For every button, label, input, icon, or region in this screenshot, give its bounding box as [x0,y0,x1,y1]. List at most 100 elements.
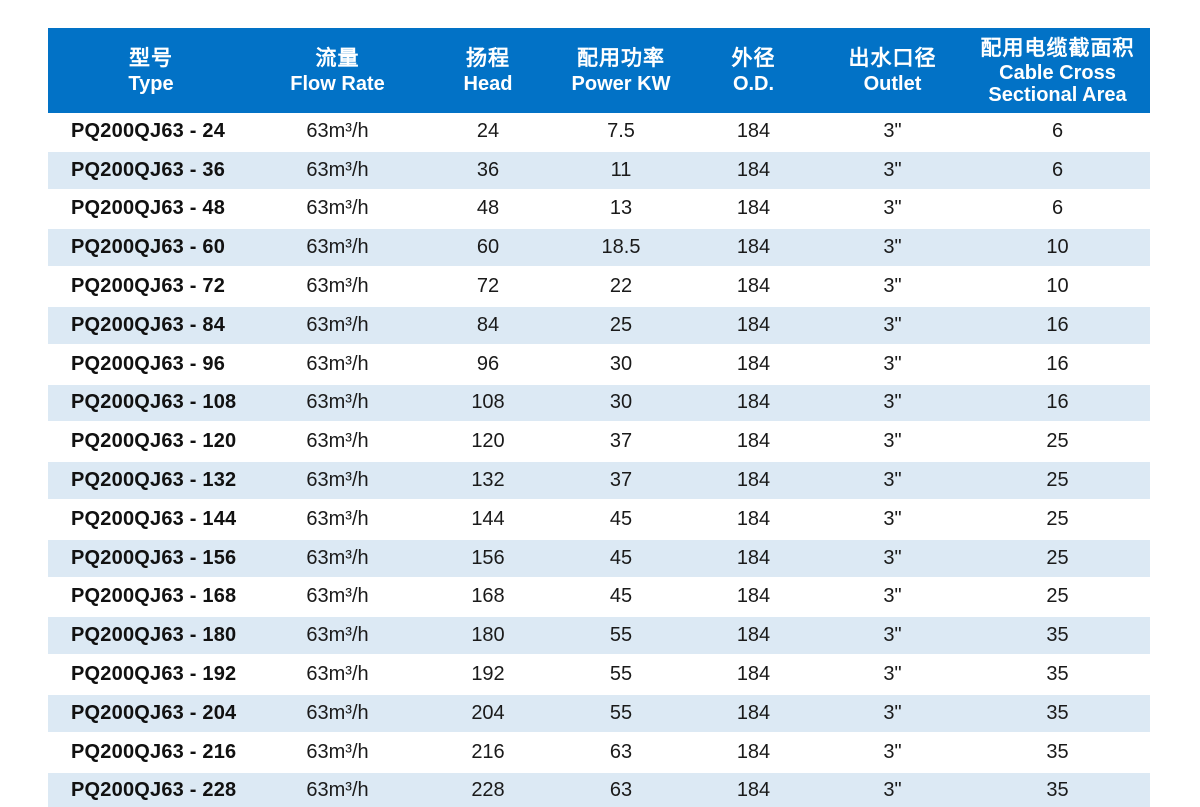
power-cell: 55 [555,615,687,657]
outlet-cell: 3" [820,149,965,191]
od-cell: 184 [687,344,820,384]
table-row: PQ200QJ63 - 48 63m³/h 48 13 184 3" 6 [48,189,1150,229]
head-cell: 144 [421,499,555,539]
pump-spec-table: 型号 Type 流量 Flow Rate 扬程 Head 配用功率 Power … [48,28,1150,807]
head-cell: 168 [421,577,555,617]
column-header-type: 型号 Type [48,28,254,113]
column-header-cable-area: 配用电缆截面积 Cable Cross Sectional Area [965,28,1150,113]
outlet-cell: 3" [820,770,965,807]
power-cell: 45 [555,537,687,579]
cable-area-cell: 16 [965,382,1150,424]
head-cell: 192 [421,655,555,694]
model-cell: PQ200QJ63 - 96 [48,344,254,384]
flow-rate-cell: 63m³/h [254,460,421,501]
cable-area-cell: 35 [965,770,1150,807]
cable-area-cell: 6 [965,189,1150,229]
outlet-cell: 3" [820,692,965,734]
model-cell: PQ200QJ63 - 228 [48,770,254,807]
cable-area-cell: 25 [965,577,1150,617]
table-row: PQ200QJ63 - 120 63m³/h 120 37 184 3" 25 [48,422,1150,462]
column-header-type-en: Type [128,72,174,95]
cable-area-cell: 6 [965,149,1150,191]
flow-rate-cell: 63m³/h [254,577,421,617]
flow-rate-cell: 63m³/h [254,615,421,657]
head-cell: 216 [421,732,555,772]
outlet-cell: 3" [820,113,965,151]
flow-rate-cell: 63m³/h [254,344,421,384]
outlet-cell: 3" [820,499,965,539]
column-header-od-en: O.D. [732,72,775,95]
table-row: PQ200QJ63 - 156 63m³/h 156 45 184 3" 25 [48,537,1150,579]
head-cell: 84 [421,304,555,346]
head-cell: 24 [421,113,555,151]
cable-area-cell: 16 [965,344,1150,384]
head-cell: 96 [421,344,555,384]
power-cell: 7.5 [555,113,687,151]
model-cell: PQ200QJ63 - 84 [48,304,254,346]
cable-area-cell: 35 [965,655,1150,694]
power-cell: 37 [555,422,687,462]
cable-area-cell: 35 [965,732,1150,772]
table-row: PQ200QJ63 - 180 63m³/h 180 55 184 3" 35 [48,615,1150,657]
flow-rate-cell: 63m³/h [254,499,421,539]
cable-area-cell: 25 [965,460,1150,501]
od-cell: 184 [687,770,820,807]
od-cell: 184 [687,692,820,734]
column-header-head-zh: 扬程 [466,46,510,70]
od-cell: 184 [687,113,820,151]
od-cell: 184 [687,149,820,191]
od-cell: 184 [687,499,820,539]
od-cell: 184 [687,537,820,579]
flow-rate-cell: 63m³/h [254,732,421,772]
model-cell: PQ200QJ63 - 168 [48,577,254,617]
head-cell: 204 [421,692,555,734]
outlet-cell: 3" [820,382,965,424]
od-cell: 184 [687,732,820,772]
table-row: PQ200QJ63 - 204 63m³/h 204 55 184 3" 35 [48,692,1150,734]
power-cell: 11 [555,149,687,191]
table-row: PQ200QJ63 - 144 63m³/h 144 45 184 3" 25 [48,499,1150,539]
flow-rate-cell: 63m³/h [254,382,421,424]
power-cell: 13 [555,189,687,229]
model-cell: PQ200QJ63 - 72 [48,267,254,306]
table-row: PQ200QJ63 - 72 63m³/h 72 22 184 3" 10 [48,267,1150,306]
cable-area-cell: 35 [965,615,1150,657]
column-header-power-zh: 配用功率 [577,46,665,70]
outlet-cell: 3" [820,615,965,657]
head-cell: 48 [421,189,555,229]
outlet-cell: 3" [820,422,965,462]
table-row: PQ200QJ63 - 132 63m³/h 132 37 184 3" 25 [48,460,1150,501]
od-cell: 184 [687,655,820,694]
flow-rate-cell: 63m³/h [254,422,421,462]
od-cell: 184 [687,267,820,306]
model-cell: PQ200QJ63 - 204 [48,692,254,734]
model-cell: PQ200QJ63 - 144 [48,499,254,539]
power-cell: 25 [555,304,687,346]
head-cell: 72 [421,267,555,306]
outlet-cell: 3" [820,189,965,229]
od-cell: 184 [687,189,820,229]
model-cell: PQ200QJ63 - 180 [48,615,254,657]
table-row: PQ200QJ63 - 216 63m³/h 216 63 184 3" 35 [48,732,1150,772]
power-cell: 30 [555,382,687,424]
model-cell: PQ200QJ63 - 36 [48,149,254,191]
head-cell: 108 [421,382,555,424]
outlet-cell: 3" [820,537,965,579]
column-header-cable-area-en: Cable Cross Sectional Area [988,61,1127,106]
outlet-cell: 3" [820,304,965,346]
column-header-outlet-zh: 出水口径 [848,46,937,70]
cable-area-cell: 10 [965,267,1150,306]
table-row: PQ200QJ63 - 60 63m³/h 60 18.5 184 3" 10 [48,227,1150,269]
head-cell: 156 [421,537,555,579]
column-header-power: 配用功率 Power KW [555,28,687,113]
power-cell: 55 [555,692,687,734]
table-row: PQ200QJ63 - 96 63m³/h 96 30 184 3" 16 [48,344,1150,384]
od-cell: 184 [687,460,820,501]
model-cell: PQ200QJ63 - 132 [48,460,254,501]
table-row: PQ200QJ63 - 24 63m³/h 24 7.5 184 3" 6 [48,113,1150,151]
flow-rate-cell: 63m³/h [254,537,421,579]
od-cell: 184 [687,615,820,657]
flow-rate-cell: 63m³/h [254,113,421,151]
flow-rate-cell: 63m³/h [254,304,421,346]
model-cell: PQ200QJ63 - 60 [48,227,254,269]
